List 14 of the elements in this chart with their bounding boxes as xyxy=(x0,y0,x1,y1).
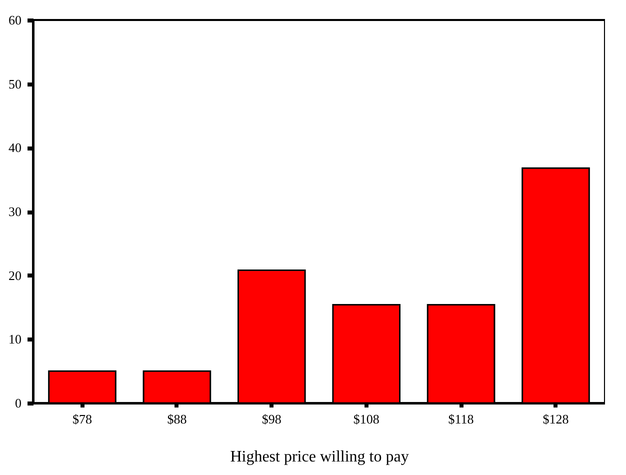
y-tick-label: 0 xyxy=(15,396,22,410)
x-tick-label: $128 xyxy=(542,412,569,426)
x-tick-label: $98 xyxy=(262,412,282,426)
x-tick-label: $78 xyxy=(72,412,92,426)
x-axis-title: Highest price willing to pay xyxy=(230,448,409,466)
y-tick-label: 20 xyxy=(8,268,22,283)
y-tick-label: 30 xyxy=(8,204,22,219)
y-tick-label: 50 xyxy=(8,76,22,92)
y-tick-label: 40 xyxy=(8,140,22,156)
y-tick-label: 60 xyxy=(8,12,22,28)
x-tick-label: $88 xyxy=(167,412,187,426)
x-tick-label: $108 xyxy=(353,412,380,426)
x-tick-label: $118 xyxy=(448,412,474,426)
y-tick-label: 10 xyxy=(8,332,22,347)
